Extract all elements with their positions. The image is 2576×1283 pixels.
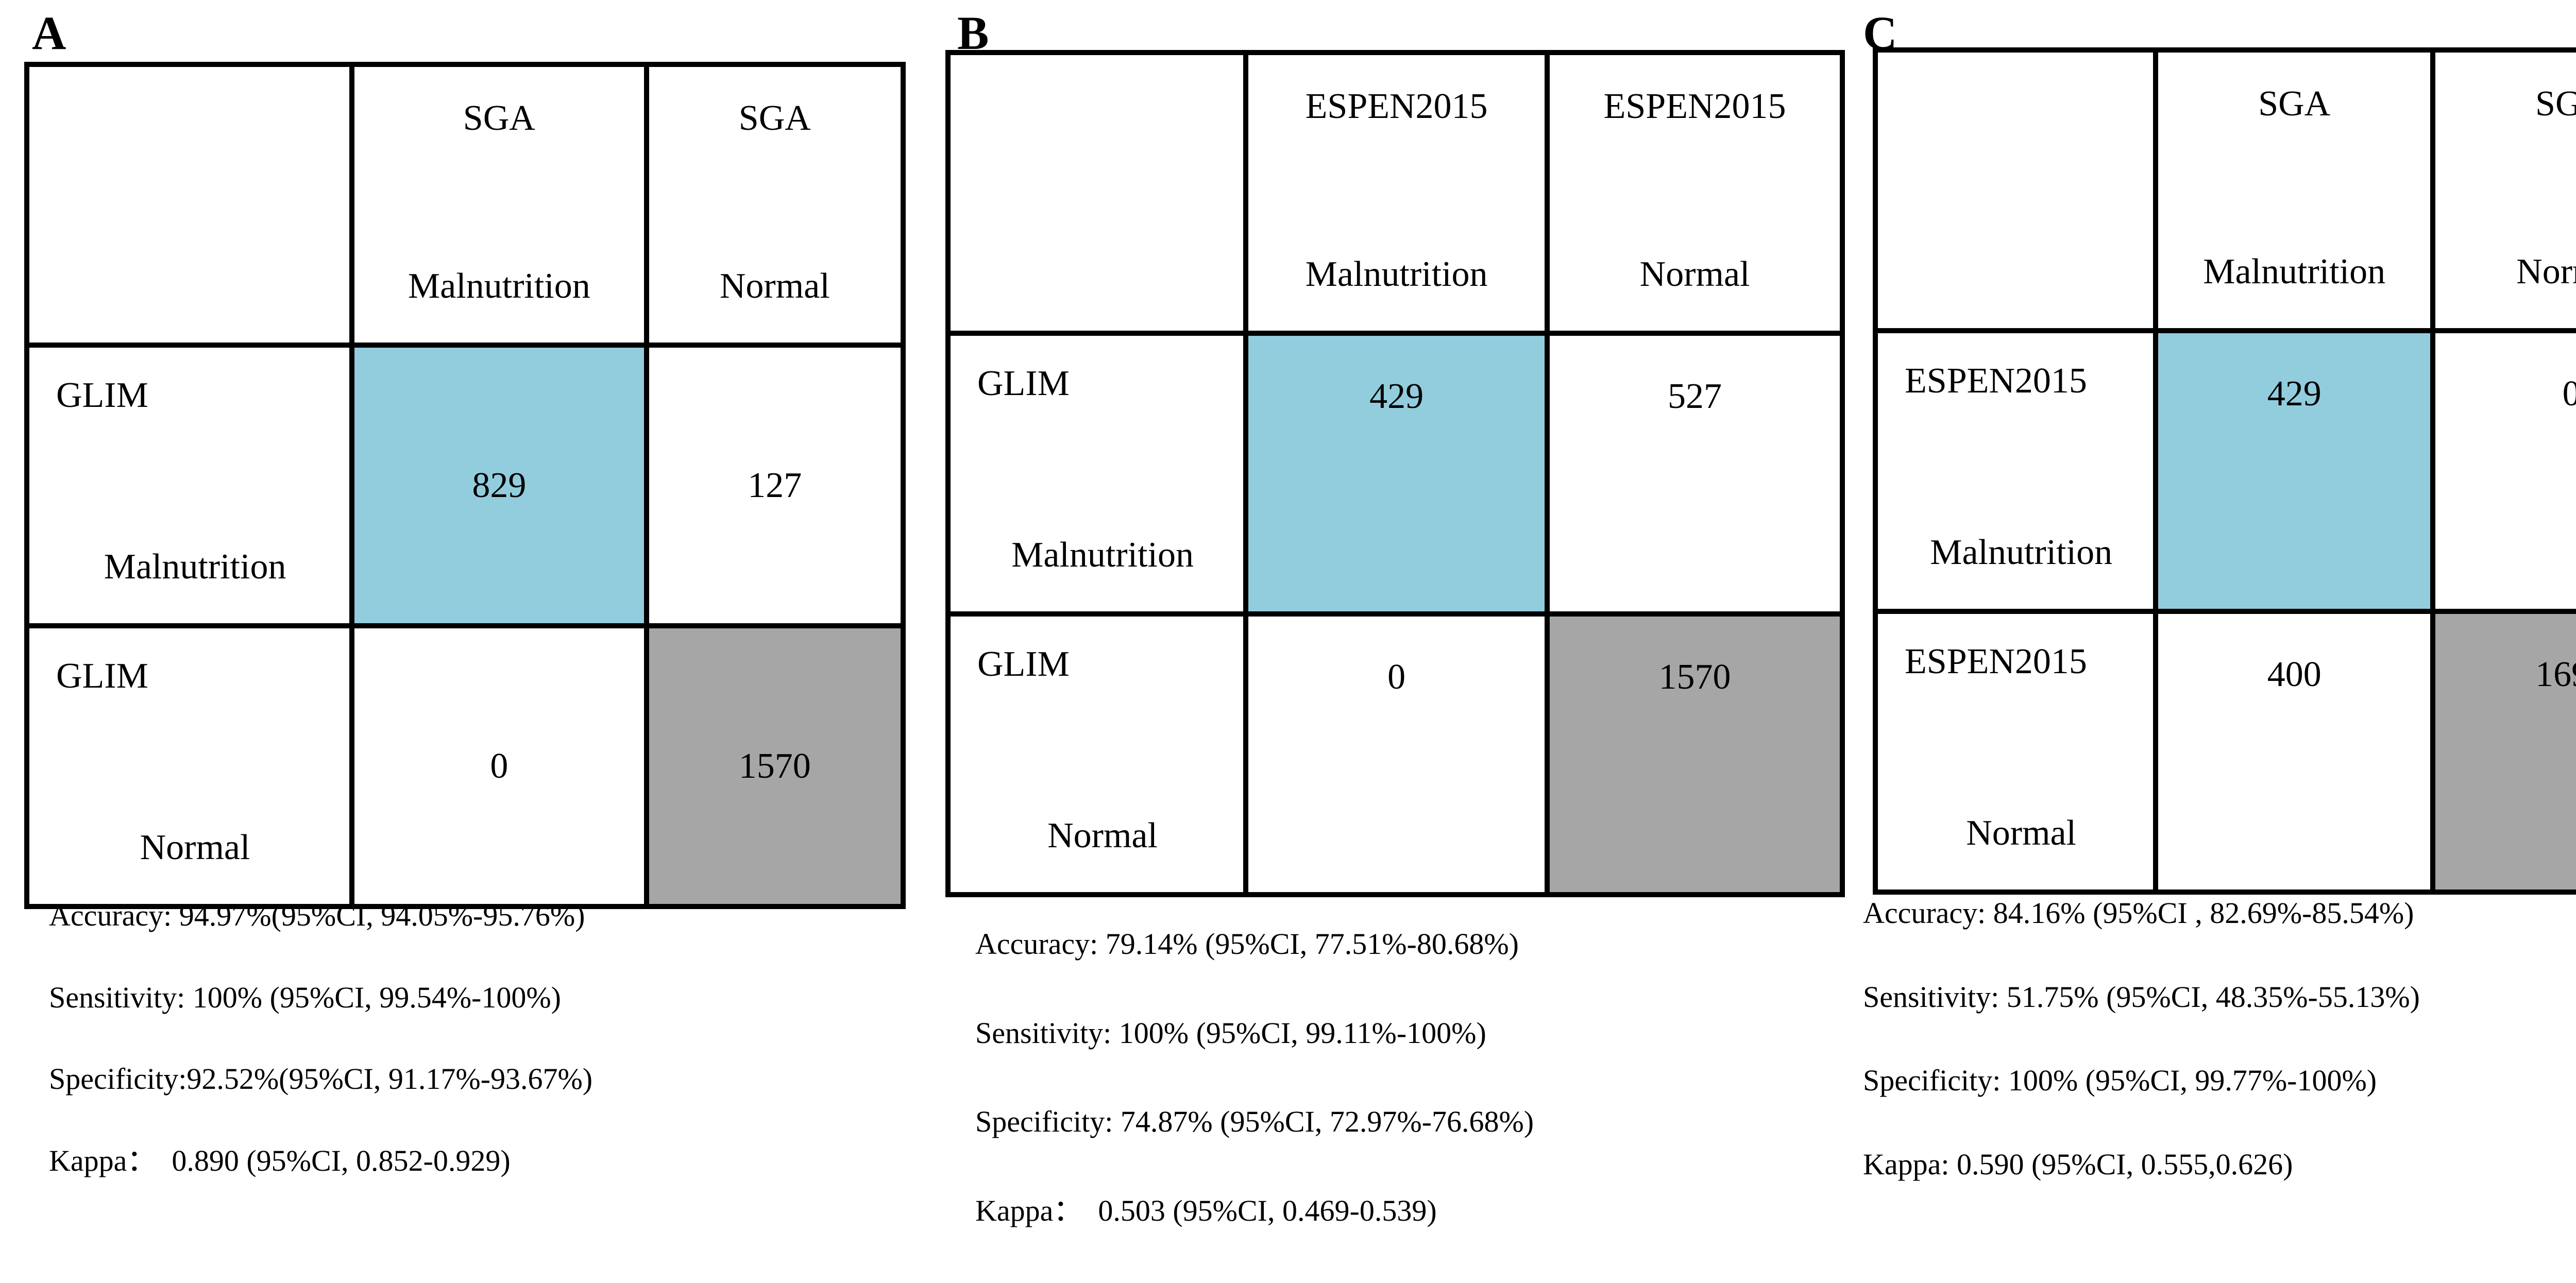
panel-c-stats: Accuracy: 84.16% (95%CI , 82.69%-85.54%)…: [1863, 896, 2420, 1231]
matrix-value-cell-agree-normal: 1570: [1545, 611, 1845, 897]
row-header-line1: ESPEN2015: [1905, 361, 2087, 401]
row-header-line1: GLIM: [56, 375, 148, 415]
col-header-line1: SGA: [463, 98, 535, 138]
col-header-line2: Normal: [719, 266, 830, 306]
panel-c-matrix-table: SGA Malnutrition SGA Normal ESPEN2015 Ma…: [1872, 47, 2576, 895]
row-header-line2: Malnutrition: [1011, 535, 1194, 575]
matrix-value: 1697: [2535, 655, 2576, 694]
matrix-value: 429: [1369, 377, 1424, 416]
matrix-value-cell-agree-normal: 1570: [643, 623, 906, 909]
matrix-value-cell-agree-malnutrition: 429: [2153, 328, 2436, 614]
col-header-line2: Normal: [1639, 254, 1750, 294]
row-header-cell: GLIM Malnutrition: [24, 343, 355, 628]
matrix-value: 527: [1668, 377, 1722, 416]
row-header-line1: ESPEN2015: [1905, 641, 2087, 681]
row-header-line2: Malnutrition: [104, 546, 286, 587]
row-header-cell: ESPEN2015 Malnutrition: [1872, 328, 2159, 614]
matrix-value-cell: 127: [643, 343, 906, 628]
matrix-value: 1570: [738, 746, 811, 786]
stat-line-specificity: Specificity: 100% (95%CI, 99.77%-100%): [1863, 1064, 2377, 1098]
row-header-line1: GLIM: [977, 363, 1070, 403]
matrix-value-cell-agree-normal: 1697: [2430, 609, 2576, 895]
panel-a-stats: Accuracy: 94.97%(95%CI, 94.05%-95.76%) S…: [49, 899, 592, 1226]
matrix-value-cell: 0: [1243, 611, 1550, 897]
col-header-line1: ESPEN2015: [1603, 86, 1786, 126]
col-header-line2: Normal: [2516, 251, 2576, 292]
corner-empty-cell: [24, 62, 355, 348]
matrix-value: 0: [1387, 657, 1406, 697]
panel-b-matrix-table: ESPEN2015 Malnutrition ESPEN2015 Normal …: [945, 50, 1845, 897]
matrix-value-cell: 0: [349, 623, 649, 909]
stat-line-accuracy: Accuracy: 79.14% (95%CI, 77.51%-80.68%): [975, 927, 1519, 961]
stat-line-specificity: Specificity: 74.87% (95%CI, 72.97%-76.68…: [975, 1105, 1534, 1139]
matrix-value: 1570: [1658, 657, 1731, 697]
matrix-value: 429: [2267, 374, 2321, 414]
panel-b-label: B: [957, 7, 989, 59]
stat-line-sensitivity: Sensitivity: 51.75% (95%CI, 48.35%-55.13…: [1863, 980, 2420, 1014]
matrix-value-cell-agree-malnutrition: 429: [1243, 331, 1550, 617]
stat-line-accuracy: Accuracy: 94.97%(95%CI, 94.05%-95.76%): [49, 899, 585, 932]
col-header-line1: SGA: [2535, 83, 2576, 124]
corner-empty-cell: [945, 50, 1249, 336]
col-header-cell: SGA Normal: [643, 62, 906, 348]
stat-line-sensitivity: Sensitivity: 100% (95%CI, 99.54%-100%): [49, 980, 561, 1014]
matrix-value-cell: 400: [2153, 609, 2436, 895]
col-header-line1: SGA: [2258, 83, 2331, 124]
col-header-cell: SGA Malnutrition: [349, 62, 649, 348]
col-header-line2: Malnutrition: [1305, 254, 1488, 294]
row-header-line2: Normal: [1966, 813, 2077, 853]
col-header-line1: ESPEN2015: [1305, 86, 1488, 126]
matrix-value-cell: 0: [2430, 328, 2576, 614]
matrix-value: 829: [472, 465, 527, 505]
panel-c-label: C: [1863, 7, 1897, 59]
row-header-line1: GLIM: [977, 644, 1070, 684]
panel-a-label: A: [32, 7, 66, 59]
stat-line-kappa: Kappa： 0.503 (95%CI, 0.469-0.539): [975, 1194, 1437, 1228]
panel-b-stats: Accuracy: 79.14% (95%CI, 77.51%-80.68%) …: [975, 927, 1534, 1283]
col-header-line2: Malnutrition: [408, 266, 590, 306]
stat-line-kappa: Kappa： 0.890 (95%CI, 0.852-0.929): [49, 1144, 511, 1178]
row-header-line2: Normal: [1047, 815, 1158, 856]
stat-line-accuracy: Accuracy: 84.16% (95%CI , 82.69%-85.54%): [1863, 896, 2414, 930]
col-header-cell: SGA Malnutrition: [2153, 47, 2436, 333]
matrix-value: 400: [2267, 655, 2321, 694]
panel-a: A SGA Malnutrition SGA Normal: [0, 0, 908, 1244]
panel-c: C SGA Malnutrition SGA Normal: [1817, 0, 2576, 1244]
row-header-cell: ESPEN2015 Normal: [1872, 609, 2159, 895]
stat-line-sensitivity: Sensitivity: 100% (95%CI, 99.11%-100%): [975, 1016, 1486, 1050]
panel-a-matrix-table: SGA Malnutrition SGA Normal GLIM Malnutr…: [24, 62, 906, 909]
matrix-value: 0: [490, 746, 509, 786]
row-header-cell: GLIM Normal: [945, 611, 1249, 897]
col-header-line1: SGA: [738, 98, 811, 138]
col-header-cell: SGA Normal: [2430, 47, 2576, 333]
matrix-value: 127: [748, 465, 802, 505]
col-header-cell: ESPEN2015 Normal: [1545, 50, 1845, 336]
matrix-value-cell: 527: [1545, 331, 1845, 617]
confusion-matrix-figure: A SGA Malnutrition SGA Normal: [0, 0, 2576, 1244]
col-header-line2: Malnutrition: [2203, 251, 2386, 292]
panel-b: B ESPEN2015 Malnutrition ESPEN2015 Norma…: [908, 0, 1845, 1244]
col-header-cell: ESPEN2015 Malnutrition: [1243, 50, 1550, 336]
row-header-cell: GLIM Malnutrition: [945, 331, 1249, 617]
row-header-line2: Malnutrition: [1930, 532, 2113, 572]
row-header-cell: GLIM Normal: [24, 623, 355, 909]
row-header-line2: Normal: [140, 827, 250, 867]
corner-empty-cell: [1872, 47, 2159, 333]
matrix-value: 0: [2562, 374, 2576, 414]
row-header-line1: GLIM: [56, 656, 148, 696]
stat-line-kappa: Kappa: 0.590 (95%CI, 0.555,0.626): [1863, 1148, 2293, 1182]
matrix-value-cell-agree-malnutrition: 829: [349, 343, 649, 628]
stat-line-specificity: Specificity:92.52%(95%CI, 91.17%-93.67%): [49, 1062, 593, 1096]
